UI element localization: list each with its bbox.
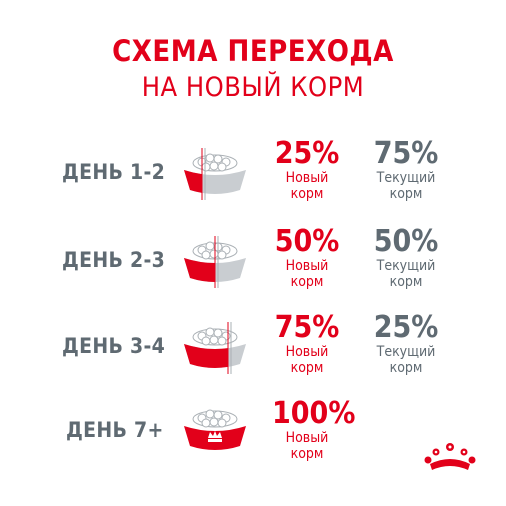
current-food-share: 75% Текущий корм (366, 136, 446, 203)
current-label: Текущий (376, 170, 436, 186)
current-label: корм (389, 360, 423, 376)
new-food-share: 25% Новый корм (272, 136, 342, 203)
new-percent: 25% (274, 136, 340, 171)
new-label: корм (290, 446, 324, 462)
new-label: Новый (285, 170, 329, 186)
title-line-1: СХЕМА ПЕРЕХОДА (112, 34, 394, 68)
current-label: Текущий (376, 344, 436, 360)
current-food-share: 50% Текущий корм (366, 224, 446, 291)
title-line-2: НА НОВЫЙ КОРМ (141, 72, 365, 103)
day-label: ДЕНЬ 1-2 (62, 160, 166, 184)
schedule-row: ДЕНЬ 2-3 50% Новый корм 50% Текущий корм (0, 226, 506, 306)
food-bowl-icon (184, 409, 246, 450)
new-label: корм (290, 274, 324, 290)
current-label: корм (389, 186, 423, 202)
day-label: ДЕНЬ 7+ (66, 418, 164, 442)
new-label: Новый (285, 258, 329, 274)
food-bowl-icon (184, 148, 246, 200)
new-percent: 100% (272, 396, 356, 431)
new-label: Новый (285, 344, 329, 360)
food-bowl-icon (184, 322, 246, 374)
current-percent: 75% (373, 136, 439, 171)
current-label: корм (389, 274, 423, 290)
current-percent: 50% (373, 224, 439, 259)
new-label: Новый (285, 430, 329, 446)
new-food-share: 50% Новый корм (272, 224, 342, 291)
schedule-row: ДЕНЬ 3-4 75% Новый корм 25% Текущий корм (0, 312, 506, 392)
schedule-row: ДЕНЬ 7+ 100% Новый корм (0, 398, 506, 478)
new-food-share: 75% Новый корм (272, 310, 342, 377)
day-label: ДЕНЬ 3-4 (62, 334, 166, 358)
new-label: корм (290, 360, 324, 376)
current-label: Текущий (376, 258, 436, 274)
new-label: корм (290, 186, 324, 202)
new-food-share: 100% Новый корм (272, 396, 356, 463)
current-percent: 25% (373, 310, 439, 345)
new-percent: 50% (274, 224, 340, 259)
day-label: ДЕНЬ 2-3 (62, 248, 166, 272)
crown-logo-icon (424, 443, 476, 470)
schedule-row: ДЕНЬ 1-2 25% Новый корм 75% Текущий корм (0, 138, 506, 218)
current-food-share: 25% Текущий корм (366, 310, 446, 377)
food-bowl-icon (184, 236, 246, 288)
new-percent: 75% (274, 310, 340, 345)
